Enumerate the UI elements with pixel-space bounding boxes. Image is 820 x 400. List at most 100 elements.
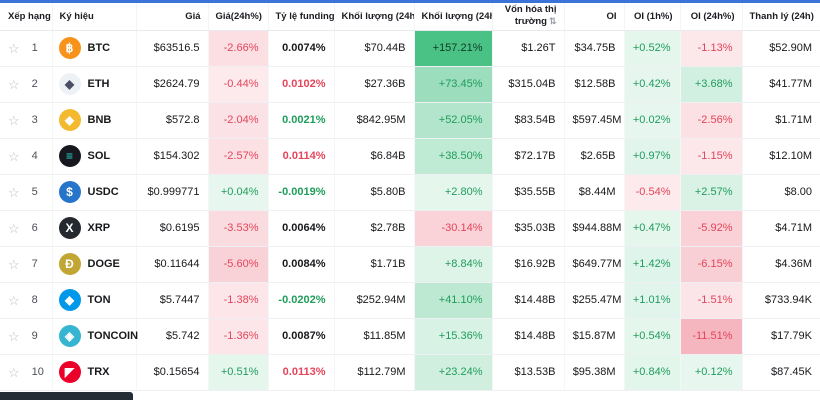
price-change-24h-cell: -2.04% xyxy=(208,102,268,138)
col-header-volume-24h[interactable]: Khối lượng (24h) xyxy=(333,3,414,31)
toncoin-icon: ◈ xyxy=(58,325,81,347)
volume-change-24h-cell: +157.21% xyxy=(414,30,492,66)
market-cap-cell: $315.04B xyxy=(491,66,564,103)
symbol-label[interactable]: BTC xyxy=(87,42,111,54)
trx-icon: ◤ xyxy=(58,361,81,383)
market-cap-cell: $14.48B xyxy=(491,282,564,319)
price-change-24h-cell: +0.51% xyxy=(208,354,268,390)
oi-change-1h-cell: +0.52% xyxy=(624,30,680,66)
market-cap-cell: $13.53B xyxy=(491,354,564,391)
table-body: ☆ 1 ฿ BTC $63516.5 -2.66% 0.0074% $70.44… xyxy=(0,30,820,391)
funding-rate-cell: 0.0114% xyxy=(267,138,334,175)
price-cell: $5.742 xyxy=(135,318,208,355)
price-cell: $5.7447 xyxy=(135,282,208,319)
table-row[interactable]: ☆ 2 ◆ ETH $2624.79 -0.44% 0.0102% $27.36… xyxy=(0,66,820,103)
col-header-volume-change-24h[interactable]: Khối lượng (24h%) xyxy=(413,3,492,31)
col-header-funding-rate[interactable]: Tỷ lệ funding xyxy=(267,3,334,31)
volume-24h-cell: $11.85M xyxy=(333,318,414,355)
liquidation-24h-cell: $8.00 xyxy=(741,174,820,211)
col-header-rank[interactable]: Xếp hạng xyxy=(0,3,52,31)
favorite-star-icon[interactable]: ☆ xyxy=(8,328,20,344)
favorite-star-icon[interactable]: ☆ xyxy=(8,184,20,200)
market-cap-cell: $14.48B xyxy=(491,318,564,355)
table-row[interactable]: ☆ 4 ≡ SOL $154.302 -2.57% 0.0114% $6.84B… xyxy=(0,138,820,175)
funding-rate-cell: -0.0019% xyxy=(267,174,334,211)
price-change-24h-cell: +0.04% xyxy=(208,174,268,210)
favorite-star-icon[interactable]: ☆ xyxy=(8,220,20,236)
price-cell: $572.8 xyxy=(135,102,208,139)
open-interest-cell: $255.47M xyxy=(563,282,624,319)
market-cap-cell: $16.92B xyxy=(491,246,564,283)
price-change-24h-cell: -2.66% xyxy=(208,30,268,66)
usdc-icon: $ xyxy=(58,181,81,203)
table-row[interactable]: ☆ 6 X XRP $0.6195 -3.53% 0.0064% $2.78B … xyxy=(0,210,820,247)
liquidation-24h-cell: $12.10M xyxy=(741,138,820,175)
table-row[interactable]: ☆ 9 ◈ TONCOIN $5.742 -1.36% 0.0087% $11.… xyxy=(0,318,820,355)
price-cell: $0.11644 xyxy=(135,246,208,283)
table-row[interactable]: ☆ 1 ฿ BTC $63516.5 -2.66% 0.0074% $70.44… xyxy=(0,30,820,67)
funding-rate-cell: -0.0202% xyxy=(267,282,334,319)
symbol-label[interactable]: SOL xyxy=(87,150,111,162)
favorite-star-icon[interactable]: ☆ xyxy=(8,148,20,164)
symbol-label[interactable]: TRX xyxy=(87,366,110,378)
price-cell: $0.15654 xyxy=(135,354,208,391)
oi-change-24h-cell: +3.68% xyxy=(680,66,742,102)
table-row[interactable]: ☆ 7 Ð DOGE $0.11644 -5.60% 0.0084% $1.71… xyxy=(0,246,820,283)
rank-number: 4 xyxy=(31,150,38,162)
favorite-star-icon[interactable]: ☆ xyxy=(8,40,20,56)
favorite-star-icon[interactable]: ☆ xyxy=(8,112,20,128)
favorite-star-icon[interactable]: ☆ xyxy=(8,364,20,380)
oi-change-1h-cell: -0.54% xyxy=(624,174,680,210)
table-row[interactable]: ☆ 10 ◤ TRX $0.15654 +0.51% 0.0113% $112.… xyxy=(0,354,820,391)
symbol-label[interactable]: XRP xyxy=(87,222,111,234)
table-row[interactable]: ☆ 8 ◆ TON $5.7447 -1.38% -0.0202% $252.9… xyxy=(0,282,820,319)
oi-change-1h-cell: +0.02% xyxy=(624,102,680,138)
col-header-oi-1h[interactable]: OI (1h%) xyxy=(623,3,680,31)
symbol-label[interactable]: ETH xyxy=(87,78,110,90)
table-row[interactable]: ☆ 5 $ USDC $0.999771 +0.04% -0.0019% $5.… xyxy=(0,174,820,211)
symbol-label[interactable]: USDC xyxy=(87,186,119,198)
liquidation-24h-cell: $733.94K xyxy=(741,282,820,319)
price-change-24h-cell: -2.57% xyxy=(208,138,268,174)
oi-change-1h-cell: +1.42% xyxy=(624,246,680,282)
symbol-label[interactable]: BNB xyxy=(87,114,112,126)
volume-change-24h-cell: +73.45% xyxy=(414,66,492,102)
volume-24h-cell: $112.79M xyxy=(333,354,414,391)
volume-change-24h-cell: +8.84% xyxy=(414,246,492,282)
favorite-star-icon[interactable]: ☆ xyxy=(8,76,20,92)
volume-change-24h-cell: +23.24% xyxy=(414,354,492,390)
col-header-price[interactable]: Giá xyxy=(135,3,208,31)
volume-change-24h-cell: -30.14% xyxy=(414,210,492,246)
table-row[interactable]: ☆ 3 ◆ BNB $572.8 -2.04% 0.0021% $842.95M… xyxy=(0,102,820,139)
col-header-oi[interactable]: OI xyxy=(563,3,624,31)
open-interest-cell: $34.75B xyxy=(563,30,624,67)
oi-change-1h-cell: +0.42% xyxy=(624,66,680,102)
col-header-market-cap[interactable]: Vốn hóa thị trường ⇅ xyxy=(491,3,564,31)
col-header-price-change[interactable]: Giá(24h%) xyxy=(207,3,268,31)
funding-rate-cell: 0.0021% xyxy=(267,102,334,139)
col-header-liquidation[interactable]: Thanh lý (24h) xyxy=(741,3,820,31)
volume-24h-cell: $1.71B xyxy=(333,246,414,283)
ton-icon: ◆ xyxy=(58,289,81,311)
open-interest-cell: $597.45M xyxy=(563,102,624,139)
col-header-oi-24h[interactable]: OI (24h%) xyxy=(679,3,742,31)
rank-number: 7 xyxy=(31,258,38,270)
liquidation-24h-cell: $52.90M xyxy=(741,30,820,67)
symbol-label[interactable]: TON xyxy=(87,294,111,306)
oi-change-1h-cell: +1.01% xyxy=(624,282,680,318)
favorite-star-icon[interactable]: ☆ xyxy=(8,256,20,272)
volume-24h-cell: $70.44B xyxy=(333,30,414,67)
symbol-label[interactable]: TONCOIN xyxy=(87,330,139,342)
volume-24h-cell: $252.94M xyxy=(333,282,414,319)
market-cap-cell: $35.03B xyxy=(491,210,564,247)
col-header-symbol[interactable]: Ký hiệu xyxy=(51,3,136,31)
price-change-24h-cell: -3.53% xyxy=(208,210,268,246)
open-interest-cell: $95.38M xyxy=(563,354,624,391)
rank-number: 10 xyxy=(31,366,44,378)
volume-24h-cell: $27.36B xyxy=(333,66,414,103)
favorite-star-icon[interactable]: ☆ xyxy=(8,292,20,308)
symbol-label[interactable]: DOGE xyxy=(87,258,120,270)
sort-icon[interactable]: ⇅ xyxy=(548,15,557,26)
volume-change-24h-cell: +52.05% xyxy=(414,102,492,138)
oi-change-24h-cell: -5.92% xyxy=(680,210,742,246)
